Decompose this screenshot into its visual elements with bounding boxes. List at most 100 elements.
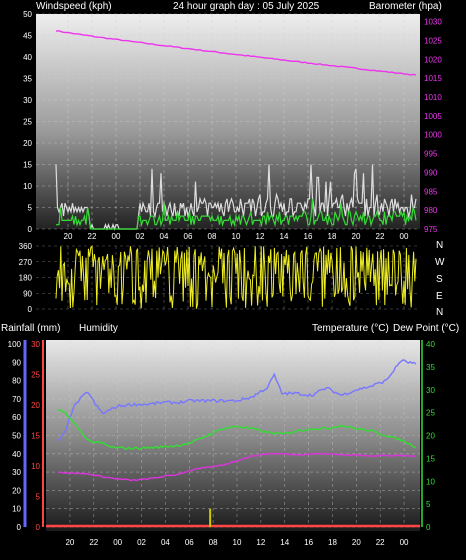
- compass-letter-n-bottom: N: [436, 307, 443, 318]
- barometer-tick-label: 1005: [424, 112, 442, 121]
- compass-letter-w: W: [435, 257, 445, 268]
- direction-tick-label: 180: [19, 274, 33, 283]
- wind-average-line: [56, 198, 417, 230]
- wind-time-axis: 20 22 00 02 04 06 08 10 12 14 16 18 20 22 00: [64, 232, 409, 241]
- barometer-tick-label: 990: [424, 168, 438, 177]
- humidity-tick-label: 90: [12, 358, 21, 367]
- barometer-tick-label: 1025: [424, 36, 442, 45]
- windspeed-tick-label: 10: [23, 182, 32, 191]
- wind-time-tick-label: 20: [64, 232, 73, 241]
- barometer-tick-label: 1015: [424, 74, 442, 83]
- wind-time-tick-label: 06: [184, 232, 193, 241]
- humidity-tick-label: 20: [12, 486, 21, 495]
- temperature-time-tick-label: 04: [161, 538, 170, 547]
- temperature-tick-label: 0: [426, 523, 431, 532]
- humidity-tick-label: 100: [8, 340, 22, 349]
- windspeed-tick-label: 0: [28, 225, 33, 234]
- wind-time-tick-label: 08: [208, 232, 217, 241]
- temperature-tick-label: 15: [426, 454, 435, 463]
- barometer-axis-title: Barometer (hpa): [369, 1, 442, 12]
- rainfall-tick-label: 25: [31, 371, 40, 380]
- temperature-tick-label: 30: [426, 386, 435, 395]
- compass-letter-e: E: [436, 291, 443, 302]
- direction-tick-label: 90: [23, 289, 32, 298]
- humidity-tick-label: 50: [12, 432, 21, 441]
- barometer-tick-label: 1020: [424, 55, 442, 64]
- barometer-tick-label: 1030: [424, 18, 442, 27]
- compass-letter-s: S: [436, 274, 443, 285]
- wind-barometer-series: [55, 30, 417, 231]
- windspeed-tick-label: 40: [23, 53, 32, 62]
- wind-barometer-grid: [36, 13, 420, 230]
- temperature-axis-title: Temperature (°C): [312, 323, 389, 334]
- rainfall-tick-label: 0: [36, 523, 41, 532]
- temperature-time-tick-label: 16: [304, 538, 313, 547]
- windspeed-axis: 0 5 10 15 20 25 30 35 40 45 50: [23, 10, 32, 234]
- temperature-time-tick-label: 22: [89, 538, 98, 547]
- barometer-tick-label: 980: [424, 206, 438, 215]
- direction-tick-label: 360: [19, 242, 33, 251]
- windspeed-tick-label: 30: [23, 96, 32, 105]
- wind-time-tick-label: 22: [88, 232, 97, 241]
- barometer-tick-label: 1010: [424, 93, 442, 102]
- rainfall-tick-label: 20: [31, 401, 40, 410]
- wind-direction-axis: 360 270 180 90 0: [19, 242, 33, 314]
- humidity-line: [57, 359, 417, 442]
- wind-time-tick-label: 00: [112, 232, 121, 241]
- windspeed-tick-label: 25: [23, 118, 32, 127]
- wind-gust-line: [55, 164, 417, 231]
- temperature-time-tick-label: 00: [113, 538, 122, 547]
- temperature-time-tick-label: 22: [376, 538, 385, 547]
- windspeed-tick-label: 45: [23, 32, 32, 41]
- temperature-line: [57, 409, 417, 450]
- temperature-tick-label: 5: [426, 500, 431, 509]
- dew-point-line: [57, 452, 417, 482]
- compass-labels: N W S E N: [435, 240, 445, 318]
- wind-time-tick-label: 10: [232, 232, 241, 241]
- rainfall-axis-title: Rainfall (mm): [1, 323, 60, 334]
- barometer-tick-label: 985: [424, 187, 438, 196]
- barometer-axis: 975 980 985 990 995 1000 1005 1010 1015 1020 1025 1…: [424, 18, 442, 234]
- windspeed-tick-label: 15: [23, 161, 32, 170]
- temperature-time-tick-label: 10: [233, 538, 242, 547]
- temperature-humidity-axes: 0 10 20 30 40 50 60 70 80 90 100 0 5 10 15 20 25 30 0 5 10 15…: [8, 340, 435, 532]
- temperature-time-axis: 20 22 00 02 04 06 08 10 12 14 16 18 20 22 00: [65, 538, 409, 547]
- wind-time-tick-label: 00: [400, 232, 409, 241]
- dewpoint-axis-title: Dew Point (°C): [393, 323, 459, 334]
- humidity-tick-label: 40: [12, 450, 21, 459]
- temperature-time-tick-label: 00: [400, 538, 409, 547]
- barometer-line: [55, 30, 417, 76]
- rainfall-tick-label: 15: [31, 432, 40, 441]
- wind-direction-series: [55, 245, 417, 309]
- windspeed-tick-label: 20: [23, 139, 32, 148]
- wind-time-tick-label: 14: [280, 232, 289, 241]
- rainfall-tick-label: 5: [36, 493, 41, 502]
- humidity-tick-label: 80: [12, 377, 21, 386]
- barometer-tick-label: 975: [424, 225, 438, 234]
- humidity-tick-label: 70: [12, 395, 21, 404]
- compass-letter-n-top: N: [436, 240, 443, 251]
- windspeed-tick-label: 35: [23, 75, 32, 84]
- wind-time-tick-label: 12: [256, 232, 265, 241]
- wind-time-tick-label: 04: [160, 232, 169, 241]
- temperature-tick-label: 10: [426, 477, 435, 486]
- barometer-tick-label: 995: [424, 150, 438, 159]
- temperature-tick-label: 25: [426, 409, 435, 418]
- wind-time-tick-label: 20: [352, 232, 361, 241]
- barometer-tick-label: 1000: [424, 131, 442, 140]
- direction-tick-label: 0: [28, 305, 33, 314]
- wind-time-tick-label: 16: [304, 232, 313, 241]
- humidity-tick-label: 60: [12, 413, 21, 422]
- graph-title: 24 hour graph day : 05 July 2025: [173, 1, 320, 12]
- humidity-axis-title: Humidity: [79, 323, 118, 334]
- temperature-time-tick-label: 02: [137, 538, 146, 547]
- rainfall-tick-label: 30: [31, 340, 40, 349]
- windspeed-axis-title: Windspeed (kph): [36, 1, 112, 12]
- temperature-time-tick-label: 20: [352, 538, 361, 547]
- temperature-tick-label: 40: [426, 340, 435, 349]
- windspeed-tick-label: 50: [23, 10, 32, 19]
- humidity-tick-label: 10: [12, 505, 21, 514]
- temperature-time-tick-label: 08: [209, 538, 218, 547]
